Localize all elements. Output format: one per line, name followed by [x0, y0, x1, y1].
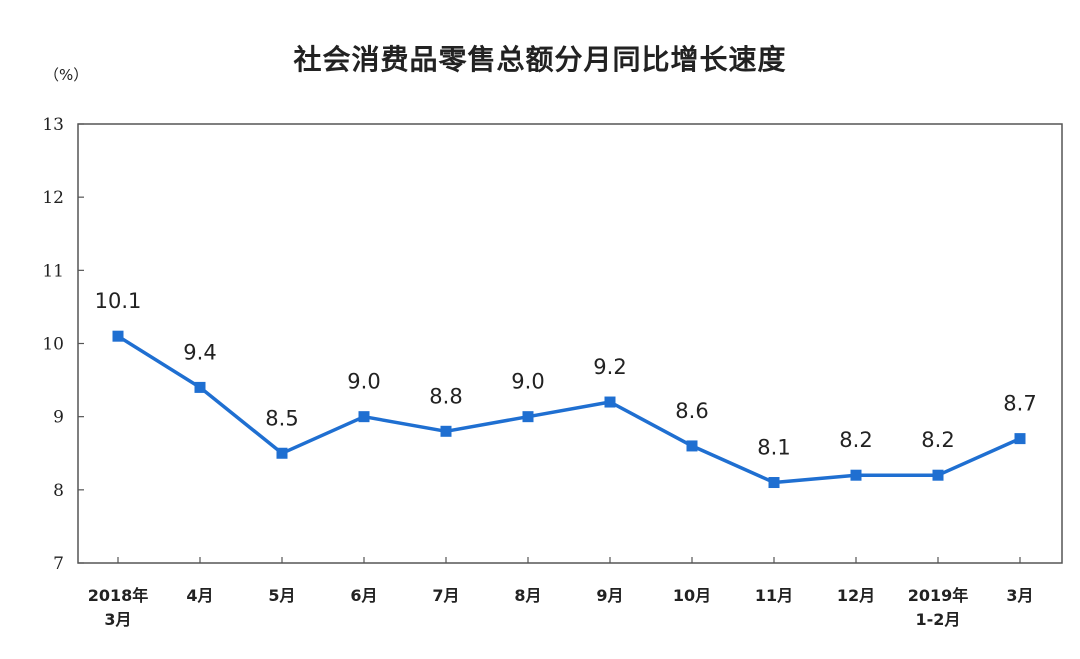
data-label: 9.2 [593, 355, 626, 379]
data-label: 8.7 [1003, 392, 1036, 416]
x-tick-label: 12月 [837, 586, 875, 605]
data-label: 9.0 [347, 370, 380, 394]
x-tick-label: 8月 [514, 586, 541, 605]
data-point [358, 411, 370, 423]
x-tick-label: 10月 [673, 586, 711, 605]
y-axis-unit: （%） [44, 66, 89, 84]
data-label: 8.2 [921, 428, 954, 452]
x-tick-label: 2018年 3月 [88, 586, 149, 629]
x-tick-label: 9月 [596, 586, 623, 605]
data-point [768, 477, 780, 489]
data-point [932, 469, 944, 481]
data-label: 9.4 [183, 340, 216, 364]
data-point [1014, 433, 1026, 445]
y-tick-label: 13 [42, 115, 64, 135]
data-label: 10.1 [95, 289, 142, 313]
y-axis: 7 8 9 10 11 12 13 [42, 115, 84, 574]
x-tick-label: 3月 [1006, 586, 1033, 605]
x-tick-label: 11月 [755, 586, 793, 605]
data-point [850, 469, 862, 481]
data-point [276, 447, 288, 459]
data-point [522, 411, 534, 423]
data-point [440, 425, 452, 437]
x-tick-label: 5月 [268, 586, 295, 605]
x-axis: 2018年 3月 4月 5月 6月 7月 8月 9月 10月 11月 12月 2019年 1-2月 3月 [88, 557, 1034, 629]
y-tick-label: 9 [53, 408, 64, 428]
data-label: 8.1 [757, 436, 790, 460]
chart-title: 社会消费品零售总额分月同比增长速度 [293, 43, 787, 76]
x-tick-label: 2019年 1-2月 [908, 586, 969, 629]
y-tick-label: 12 [42, 188, 64, 208]
y-tick-label: 8 [53, 481, 64, 501]
data-point [112, 330, 124, 342]
plot-area [77, 123, 1063, 564]
data-label: 9.0 [511, 370, 544, 394]
data-labels: 10.1 9.4 8.5 9.0 8.8 9.0 9.2 8.6 8.1 8.2 8.2 8.7 [95, 289, 1037, 459]
data-label: 8.2 [839, 428, 872, 452]
data-label: 8.6 [675, 399, 708, 423]
data-point [604, 396, 616, 408]
x-tick-label: 4月 [186, 586, 213, 605]
data-label: 8.8 [429, 384, 462, 408]
x-tick-label: 7月 [432, 586, 459, 605]
y-tick-label: 10 [42, 335, 64, 355]
x-tick-label: 6月 [350, 586, 377, 605]
series-line [117, 334, 1021, 485]
data-label: 8.5 [265, 406, 298, 430]
y-tick-label: 11 [42, 261, 64, 281]
y-tick-label: 7 [53, 554, 64, 574]
data-point [686, 440, 698, 452]
series-markers [112, 330, 1026, 489]
data-point [194, 381, 206, 393]
